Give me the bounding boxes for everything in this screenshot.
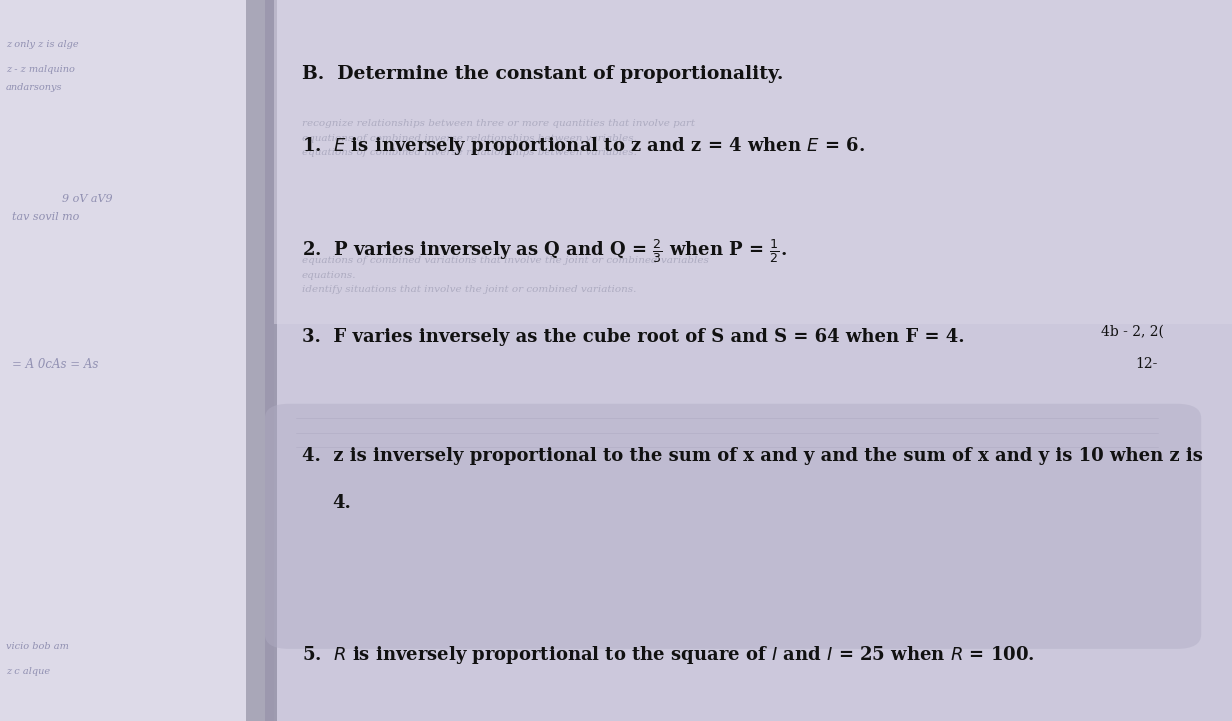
Text: B.  Determine the constant of proportionality.: B. Determine the constant of proportiona…	[302, 66, 784, 84]
FancyBboxPatch shape	[274, 0, 1232, 721]
Text: 1.  $\it{E}$ is inversely proportional to z and z = 4 when $\it{E}$ = 6.: 1. $\it{E}$ is inversely proportional to…	[302, 136, 865, 157]
Text: equations of combined variations that involve the joint or combined variables: equations of combined variations that in…	[302, 256, 708, 265]
Polygon shape	[0, 0, 265, 721]
Text: 4b - 2, 2(: 4b - 2, 2(	[1101, 324, 1164, 338]
Polygon shape	[246, 0, 277, 721]
Text: vicio bob am: vicio bob am	[6, 642, 69, 651]
Text: 4.  z is inversely proportional to the sum of x and y and the sum of x and y is : 4. z is inversely proportional to the su…	[302, 448, 1202, 466]
Text: z - z malquino: z - z malquino	[6, 65, 75, 74]
Text: identify situations that involve the joint or combined variations.: identify situations that involve the joi…	[302, 285, 636, 294]
Text: tav sovil mo: tav sovil mo	[12, 212, 80, 222]
Text: 5.  $\it{R}$ is inversely proportional to the square of $\it{I}$ and $\it{I}$ = : 5. $\it{R}$ is inversely proportional to…	[302, 644, 1035, 665]
Text: equations of combined inverse relationships between variables.: equations of combined inverse relationsh…	[302, 148, 637, 157]
Text: equations.: equations.	[302, 270, 356, 280]
Text: 4.: 4.	[333, 495, 351, 513]
Text: 9 oV aV9: 9 oV aV9	[62, 194, 112, 204]
Text: = A 0cAs = As: = A 0cAs = As	[12, 358, 99, 371]
Text: 3.  F varies inversely as the cube root of S and S = 64 when F = 4.: 3. F varies inversely as the cube root o…	[302, 329, 965, 347]
Text: 12-: 12-	[1136, 357, 1158, 371]
Text: recognize relationships between three or more quantities that involve part: recognize relationships between three or…	[302, 119, 695, 128]
FancyBboxPatch shape	[265, 404, 1201, 649]
Text: z only z is alge: z only z is alge	[6, 40, 79, 49]
Text: z c alque: z c alque	[6, 667, 51, 676]
Text: equations of combined inverse relationships between variables.: equations of combined inverse relationsh…	[302, 133, 637, 143]
Text: 2.  P varies inversely as Q and Q = $\frac{2}{3}$ when P = $\frac{1}{2}$.: 2. P varies inversely as Q and Q = $\fra…	[302, 237, 787, 265]
Text: andarsonys: andarsonys	[6, 83, 63, 92]
FancyBboxPatch shape	[274, 0, 1232, 324]
